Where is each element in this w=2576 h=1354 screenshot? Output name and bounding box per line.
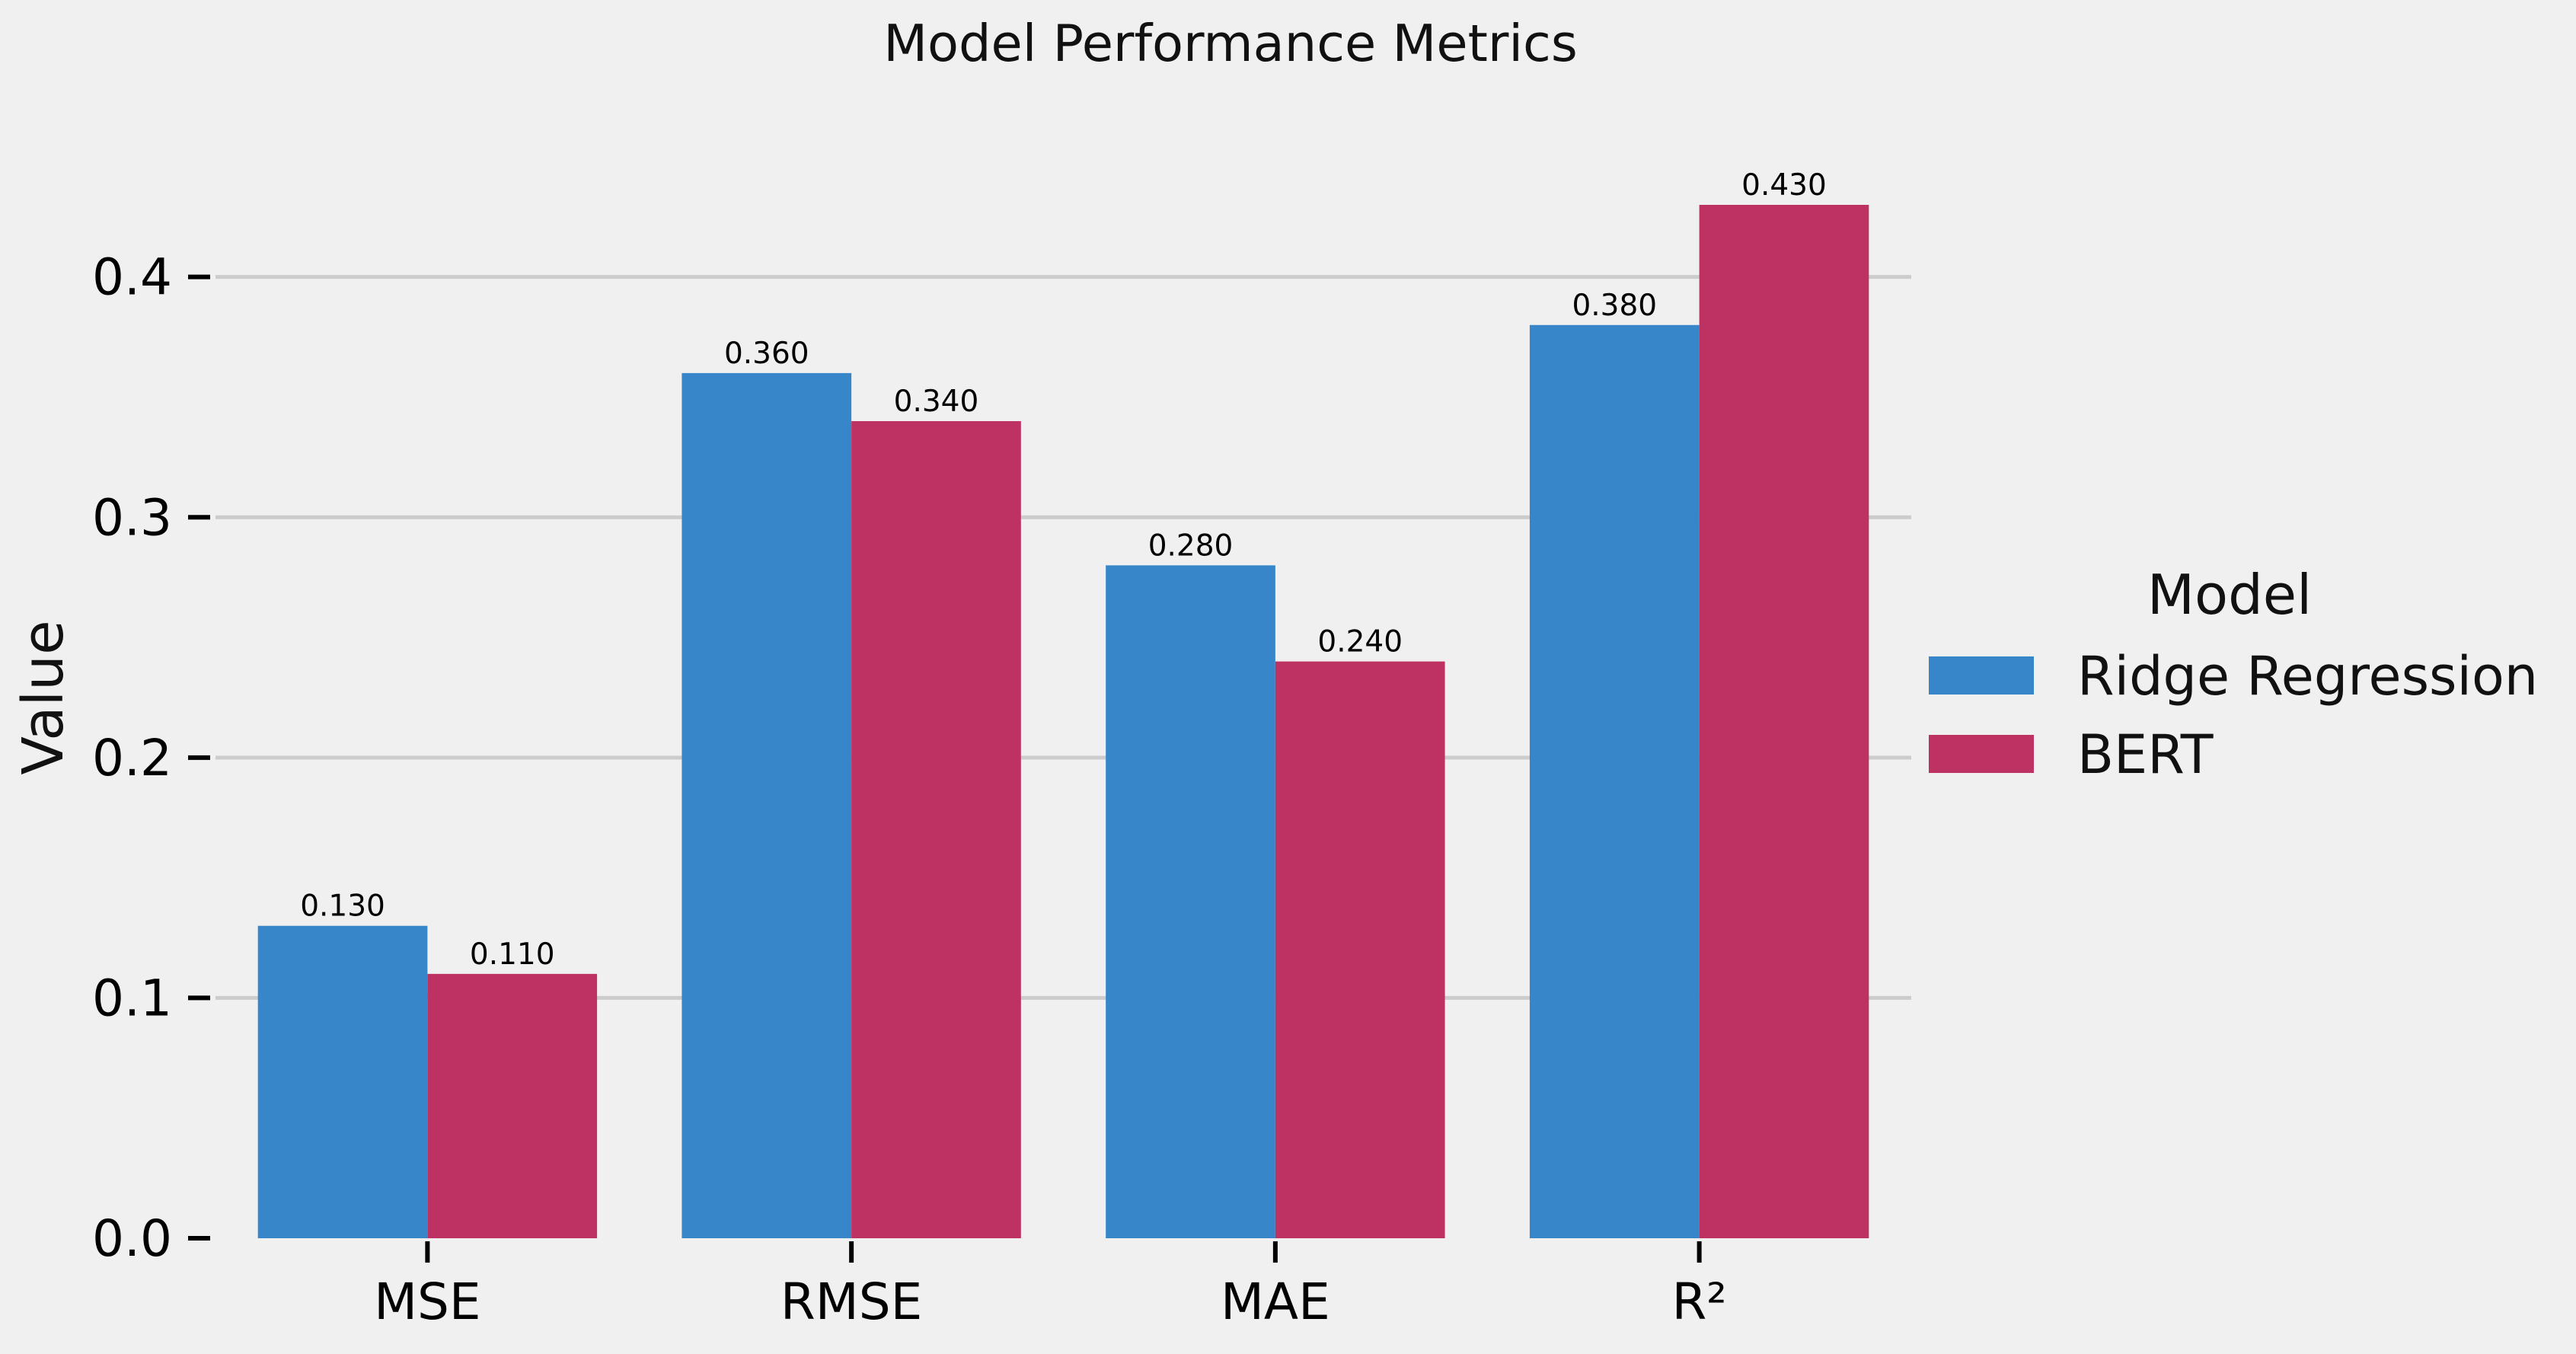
bar-bert — [1275, 661, 1445, 1238]
bar-bert — [851, 421, 1021, 1239]
bars — [257, 205, 1869, 1239]
legend-label: Ridge Regression — [2077, 645, 2538, 707]
x-tick-label: MSE — [374, 1273, 481, 1331]
y-tick-label: 0.3 — [92, 488, 172, 547]
chart-title: Model Performance Metrics — [883, 14, 1578, 73]
bar-ridge-regression — [682, 372, 852, 1238]
legend-swatch — [1929, 656, 2034, 695]
bar-value-label: 0.360 — [724, 337, 809, 371]
legend-title: Model — [2147, 563, 2312, 627]
bar-value-label: 0.280 — [1148, 529, 1234, 563]
bar-value-label: 0.130 — [300, 889, 385, 924]
x-axis: MSE RMSE MAE R² — [374, 1241, 1727, 1331]
legend-swatch — [1929, 735, 2034, 773]
x-tick-label: MAE — [1221, 1273, 1330, 1331]
legend: Model Ridge Regression BERT — [1929, 563, 2538, 786]
bar-ridge-regression — [257, 925, 428, 1238]
bar-bert — [427, 973, 598, 1238]
y-tick-label: 0.0 — [92, 1209, 172, 1268]
y-tick-label: 0.1 — [92, 969, 172, 1027]
bar-ridge-regression — [1106, 565, 1275, 1238]
bar-value-label: 0.430 — [1741, 168, 1827, 203]
y-axis: 0.0 0.1 0.2 0.3 0.4 — [92, 248, 210, 1268]
bar-ridge-regression — [1529, 324, 1700, 1238]
data-labels: 0.130 0.110 0.360 0.340 0.280 0.240 0.380 0.430 — [300, 168, 1827, 972]
x-tick-label: R² — [1671, 1273, 1726, 1331]
bar-bert — [1699, 205, 1869, 1238]
bar-value-label: 0.110 — [470, 937, 555, 972]
y-tick-label: 0.4 — [92, 248, 172, 307]
bar-value-label: 0.380 — [1572, 289, 1657, 323]
bar-value-label: 0.340 — [894, 385, 979, 419]
y-axis-label: Value — [11, 620, 76, 774]
x-tick-label: RMSE — [780, 1273, 922, 1331]
legend-label: BERT — [2077, 723, 2214, 786]
y-tick-label: 0.2 — [92, 729, 172, 787]
bar-value-label: 0.240 — [1317, 625, 1403, 659]
